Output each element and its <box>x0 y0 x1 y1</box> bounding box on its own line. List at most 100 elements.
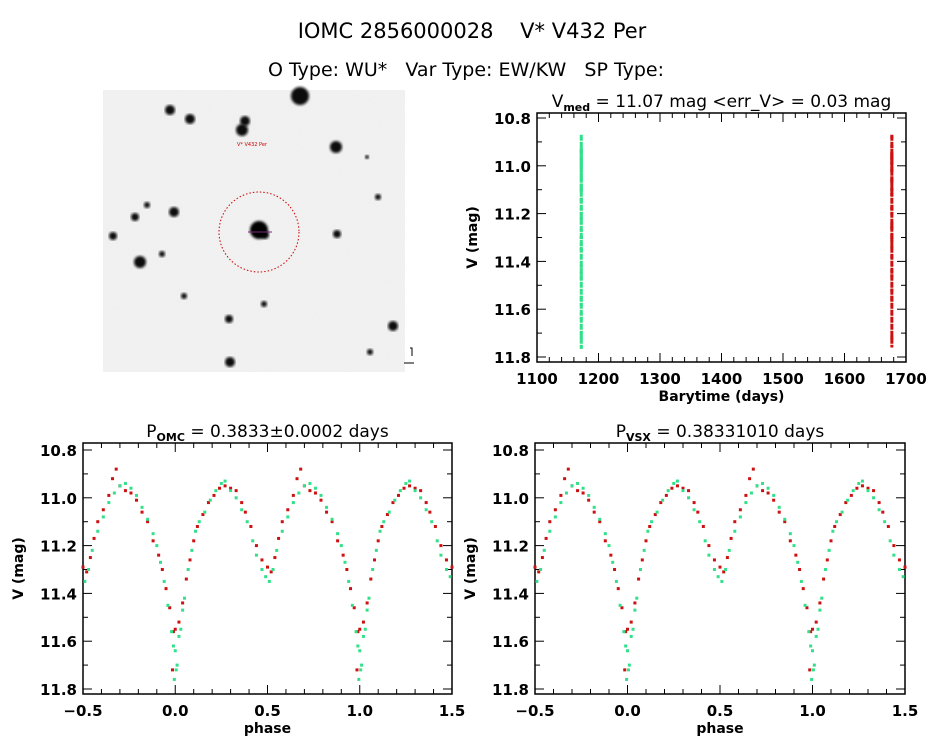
data-point <box>197 520 201 524</box>
data-point <box>408 484 412 488</box>
data-point <box>413 489 417 493</box>
data-point <box>807 630 811 634</box>
data-point <box>707 553 711 557</box>
data-point <box>537 570 541 574</box>
data-point <box>801 587 805 591</box>
x-tick-label: 1200 <box>578 370 620 388</box>
data-point <box>888 539 892 543</box>
data-point <box>260 568 264 571</box>
data-point <box>435 539 439 543</box>
x-tick-label: 1.5 <box>439 702 466 720</box>
data-point <box>87 568 91 571</box>
data-point <box>313 486 317 490</box>
data-point <box>192 539 196 543</box>
data-point <box>620 606 624 610</box>
data-point <box>170 630 174 634</box>
data-point <box>363 627 367 631</box>
data-point <box>194 529 198 533</box>
data-point <box>877 501 881 505</box>
data-point <box>579 216 583 220</box>
data-point <box>166 603 170 607</box>
data-point <box>640 558 644 562</box>
star <box>225 357 235 367</box>
data-point <box>629 634 633 638</box>
data-point <box>223 484 227 488</box>
data-point <box>751 467 755 471</box>
x-tick-label: 1500 <box>762 370 804 388</box>
y-tick-label: 11.0 <box>494 158 531 176</box>
data-point <box>866 486 870 490</box>
data-point <box>744 501 748 505</box>
data-point <box>553 515 557 519</box>
data-point <box>92 536 96 540</box>
data-point <box>581 486 585 490</box>
data-point <box>675 479 679 483</box>
data-point <box>725 556 729 560</box>
data-point <box>553 508 557 512</box>
data-point <box>727 548 731 552</box>
data-point <box>88 556 92 560</box>
data-point <box>347 579 351 583</box>
data-point <box>433 524 437 528</box>
data-point <box>208 498 212 502</box>
y-tick-label: 11.6 <box>492 633 529 651</box>
data-point <box>188 558 192 562</box>
data-point <box>168 606 172 610</box>
star <box>375 194 381 200</box>
data-point <box>371 568 375 571</box>
data-point <box>201 513 205 517</box>
data-point <box>398 489 402 493</box>
data-point <box>851 489 855 493</box>
data-point <box>607 544 611 548</box>
data-point <box>698 520 702 524</box>
data-point <box>616 587 620 591</box>
data-point <box>816 627 820 631</box>
data-point <box>890 224 894 228</box>
data-point <box>611 560 615 564</box>
data-point <box>439 553 443 557</box>
data-point <box>308 481 312 485</box>
data-point <box>897 568 901 571</box>
data-point <box>603 532 607 536</box>
data-point <box>592 505 596 509</box>
data-point <box>151 532 155 536</box>
data-point <box>598 517 602 521</box>
data-point <box>629 620 633 624</box>
data-point <box>592 510 596 514</box>
star <box>240 116 250 126</box>
data-point <box>360 663 364 667</box>
data-point <box>644 539 648 543</box>
data-point <box>766 486 770 490</box>
data-point <box>872 489 876 493</box>
star <box>134 256 146 268</box>
data-point <box>146 520 150 524</box>
data-point <box>444 568 448 571</box>
data-point <box>107 501 111 505</box>
data-point <box>356 630 360 634</box>
target-label: V* V432 Per <box>237 142 268 148</box>
star <box>291 87 309 105</box>
data-point <box>831 529 835 533</box>
star <box>388 321 398 331</box>
data-point <box>319 493 323 497</box>
data-point <box>380 524 384 528</box>
y-tick-label: 11.4 <box>40 585 77 603</box>
data-point <box>692 501 696 505</box>
data-point <box>277 536 281 540</box>
data-point <box>846 498 850 502</box>
data-point <box>796 560 800 564</box>
data-point <box>181 601 185 605</box>
data-point <box>788 532 792 536</box>
x-axis-label: Barytime (days) <box>659 389 785 405</box>
data-point <box>251 539 255 543</box>
plot-title: Vmed = 11.07 mag <err_V> = 0.03 mag <box>552 92 892 114</box>
data-point <box>280 529 284 533</box>
data-point <box>624 644 628 648</box>
plot-title: POMC = 0.3833±0.0002 days <box>146 422 389 444</box>
data-point <box>749 491 753 495</box>
data-point <box>302 484 306 488</box>
data-point <box>408 479 412 483</box>
data-point <box>299 467 303 471</box>
data-point <box>548 520 552 524</box>
